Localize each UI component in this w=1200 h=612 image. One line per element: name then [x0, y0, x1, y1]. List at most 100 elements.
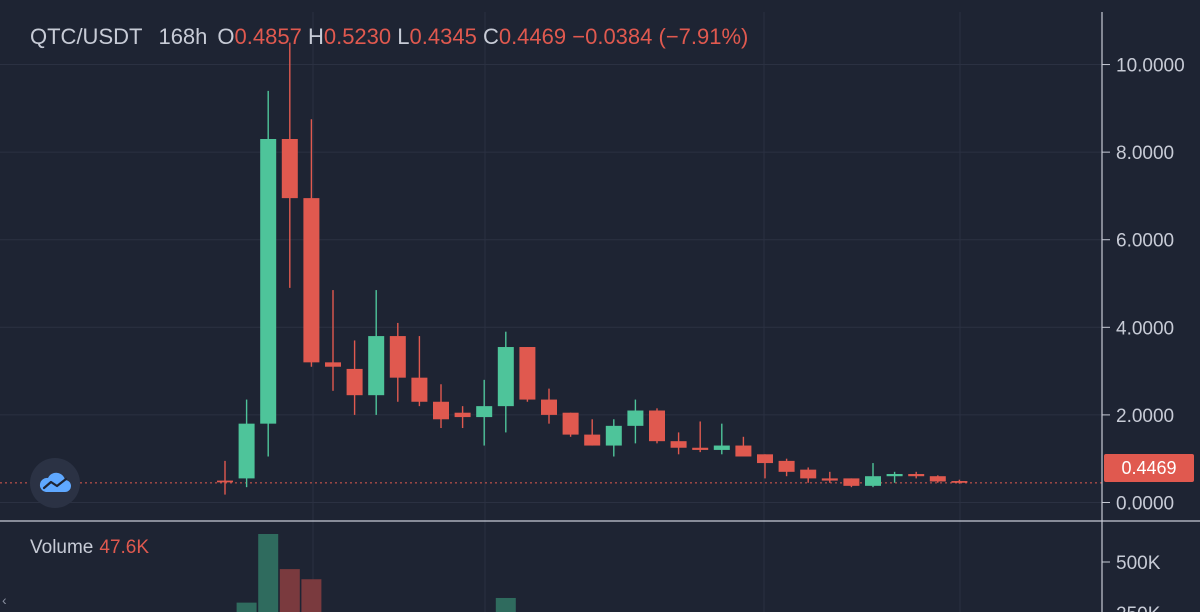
- candle: [260, 90, 277, 457]
- candle: [303, 119, 320, 367]
- candle: [541, 388, 557, 424]
- candle: [433, 384, 449, 429]
- tradingview-cloud-icon[interactable]: [30, 458, 80, 508]
- volume-bar: [495, 597, 516, 612]
- candle-body: [562, 412, 579, 435]
- last-price-tag: 0.4469: [1104, 454, 1194, 482]
- candle-body: [584, 434, 601, 446]
- y-tick-label: 0.0000: [1116, 493, 1174, 514]
- price-axis: 0.0000 2.0000 4.0000 6.0000 8.0000 10.0000 500…: [0, 12, 1200, 612]
- candle: [584, 419, 601, 446]
- candle: [865, 463, 881, 488]
- candle-body: [692, 447, 709, 450]
- change-value: −0.0384 (−7.91%): [572, 24, 749, 49]
- candle: [389, 322, 406, 402]
- candle-body: [411, 377, 428, 402]
- candle: [281, 42, 298, 288]
- open-value: 0.4857: [234, 24, 302, 49]
- symbol-label: QTC/USDT: [30, 24, 143, 49]
- candle-body: [368, 336, 385, 396]
- candle-body: [886, 474, 903, 477]
- candle: [454, 406, 471, 429]
- candle-body: [951, 481, 968, 483]
- candle: [476, 379, 493, 446]
- candle-body: [303, 198, 320, 363]
- volume-legend: Volume 47.6K: [30, 537, 149, 559]
- candle-body: [281, 139, 298, 199]
- candles: [217, 42, 968, 495]
- candle-body: [670, 441, 687, 448]
- close-label: C: [482, 24, 499, 49]
- cloud-icon: [39, 472, 71, 492]
- volume-bar: [301, 579, 322, 612]
- candle: [238, 399, 255, 488]
- volume-tick-label: 500K: [1116, 553, 1161, 574]
- candle-body: [519, 347, 536, 400]
- volume-tick-label: 250K: [1116, 604, 1161, 612]
- candle-body: [497, 347, 514, 407]
- grid: [0, 12, 1102, 612]
- candle-body: [476, 406, 493, 418]
- candle: [692, 421, 709, 453]
- y-tick-label: 6.0000: [1116, 231, 1174, 252]
- volume-bars: [236, 534, 516, 612]
- candle: [886, 471, 903, 483]
- y-tick-label: 2.0000: [1116, 406, 1174, 427]
- candle: [670, 432, 687, 455]
- candle-body: [929, 476, 946, 482]
- candle-body: [541, 399, 557, 415]
- candle-body: [627, 410, 644, 426]
- candle: [346, 340, 363, 415]
- close-value: 0.4469: [498, 24, 567, 49]
- candle-body: [843, 478, 860, 486]
- candle-body: [800, 469, 817, 479]
- volume-label: Volume: [30, 537, 94, 558]
- candle: [368, 290, 385, 415]
- candle-body: [649, 410, 665, 442]
- candle: [800, 467, 817, 483]
- candle: [519, 347, 536, 402]
- candle: [778, 458, 795, 477]
- candle: [217, 460, 233, 495]
- candle: [627, 399, 644, 444]
- volume-value: 47.6K: [99, 537, 150, 558]
- open-label: O: [217, 24, 235, 49]
- candle-body: [389, 336, 406, 378]
- candle-body: [260, 139, 277, 424]
- y-tick-label: 8.0000: [1116, 143, 1174, 164]
- candle-body: [757, 454, 773, 464]
- candle: [411, 336, 428, 407]
- candle: [325, 290, 341, 391]
- candle: [757, 454, 773, 479]
- candle: [843, 478, 860, 488]
- volume-bar: [279, 569, 300, 612]
- candle: [908, 471, 925, 479]
- ohlc-legend: QTC/USDT 168h O0.4857 H0.5230 L0.4345 C0.4…: [30, 24, 748, 50]
- candle-body: [325, 362, 341, 367]
- chevron-left-icon[interactable]: ‹: [2, 592, 7, 608]
- candle-body: [454, 412, 471, 418]
- candle-body: [217, 480, 233, 483]
- y-tick-label: 4.0000: [1116, 318, 1174, 339]
- candle-body: [713, 445, 730, 450]
- candle: [735, 436, 752, 457]
- low-value: 0.4345: [409, 24, 477, 49]
- candle-body: [865, 476, 881, 486]
- candle-body: [778, 460, 795, 472]
- volume-bar: [236, 602, 257, 612]
- volume-bar: [258, 534, 279, 612]
- high-label: H: [307, 24, 324, 49]
- candle: [649, 408, 665, 444]
- candle: [951, 479, 968, 484]
- candle: [929, 475, 946, 483]
- y-tick-label: 10.0000: [1116, 56, 1185, 77]
- candle-body: [433, 401, 449, 420]
- candle-body: [735, 445, 752, 457]
- candle: [605, 419, 622, 457]
- low-label: L: [397, 24, 410, 49]
- candle: [562, 412, 579, 437]
- candle: [821, 471, 838, 483]
- candle-body: [605, 425, 622, 446]
- candle-body: [908, 474, 925, 477]
